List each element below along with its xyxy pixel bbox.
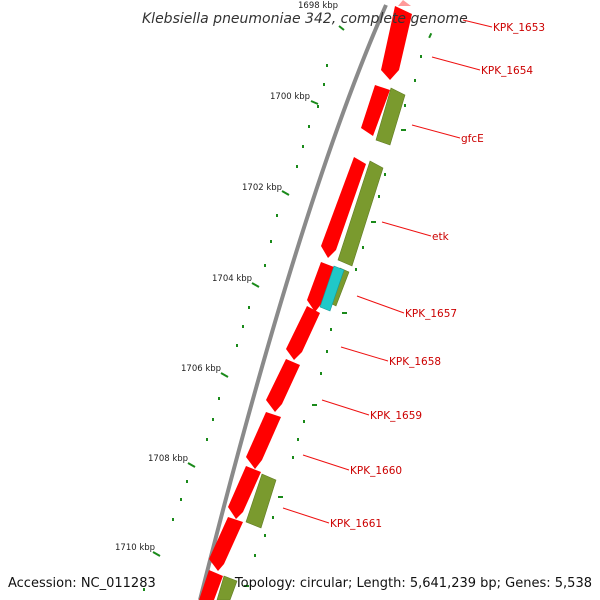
rcds-kpk-1661[interactable]	[245, 473, 277, 529]
kbp-label-1698: 1698 kbp	[298, 1, 338, 11]
gene-label-etk[interactable]: etk	[432, 231, 450, 243]
gene-label-kpk-1657[interactable]: KPK_1657	[405, 308, 457, 320]
reverse-cds-track	[216, 87, 406, 600]
accession-text: Accession: NC_011283	[8, 576, 156, 591]
tick-1706	[220, 372, 229, 378]
kbp-label-1706: 1706 kbp	[181, 364, 221, 374]
gene-label-kpk-1658[interactable]: KPK_1658	[389, 356, 441, 368]
kbp-label-1708: 1708 kbp	[148, 454, 188, 464]
rcds-etk[interactable]	[337, 160, 384, 267]
tick-1698	[338, 25, 345, 31]
rcds-next[interactable]	[216, 575, 238, 600]
cds-kpk-1653-top[interactable]	[398, 0, 411, 6]
genome-stats-text: Topology: circular; Length: 5,641,239 bp…	[234, 576, 592, 591]
tick-1700	[310, 100, 319, 105]
cds-gfce[interactable]	[321, 157, 366, 258]
tick-1708	[187, 462, 196, 468]
gene-label-kpk-1661[interactable]: KPK_1661	[330, 518, 382, 530]
map-title: Klebsiella pneumoniae 342, complete geno…	[142, 11, 468, 27]
genome-backbone	[198, 4, 388, 600]
rna-feature[interactable]	[319, 265, 345, 312]
cds-kpk-1658[interactable]	[266, 359, 300, 412]
inner-minor-ticks	[143, 64, 328, 591]
label-leader-lines	[282, 19, 493, 524]
outer-minor-ticks	[244, 32, 433, 587]
gene-label-kpk-1653[interactable]: KPK_1653	[493, 22, 545, 34]
tick-1710	[152, 551, 161, 557]
cds-kpk-1657[interactable]	[286, 306, 320, 360]
gene-label-kpk-1654[interactable]: KPK_1654	[481, 65, 533, 77]
cds-kpk-1659[interactable]	[246, 412, 281, 469]
forward-cds-track	[199, 0, 412, 600]
gene-label-kpk-1660[interactable]: KPK_1660	[350, 465, 402, 477]
cds-kpk-1661[interactable]	[209, 517, 243, 571]
cds-kpk-1654[interactable]	[361, 85, 390, 136]
cds-etk[interactable]	[307, 262, 334, 312]
kbp-label-1702: 1702 kbp	[242, 183, 282, 193]
kbp-label-1700: 1700 kbp	[270, 92, 310, 102]
tick-1702	[281, 190, 290, 196]
cds-next[interactable]	[199, 570, 223, 600]
major-ticks	[152, 25, 345, 557]
cds-kpk-1653[interactable]	[381, 6, 412, 80]
kbp-label-1704: 1704 kbp	[212, 274, 252, 284]
gene-label-kpk-1659[interactable]: KPK_1659	[370, 410, 422, 422]
gene-label-gfce[interactable]: gfcE	[461, 133, 484, 145]
tick-1704	[251, 282, 260, 288]
cds-kpk-1660[interactable]	[228, 466, 261, 519]
kbp-label-1710: 1710 kbp	[115, 543, 155, 553]
rcds-gfce[interactable]	[375, 87, 406, 146]
